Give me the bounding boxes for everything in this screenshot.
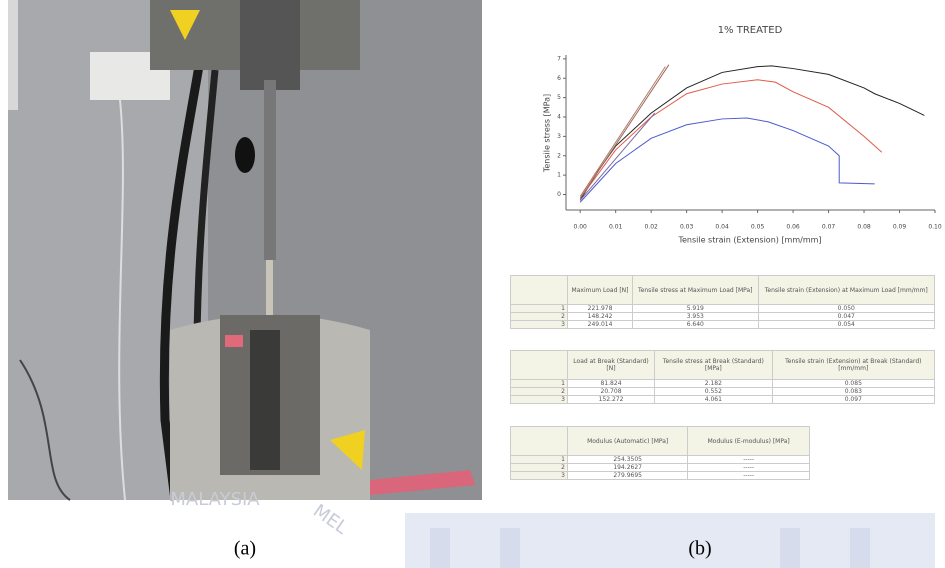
table-cell: Tensile strain (Extension) at Break (Sta… [772,351,934,380]
y-tick-label: 6 [557,75,561,82]
y-tick-label: 1 [557,172,561,179]
line [580,118,874,202]
table-cell: 0.085 [772,380,934,388]
table-cell: Modulus (E-modulus) [MPa] [688,427,810,456]
table-cell: 20.708 [568,388,655,396]
watermark: MALAYSIA [170,489,260,510]
table-cell: Maximum Load [N] [568,276,633,305]
table-cell: 279.9695 [568,472,688,480]
table-cell: 0.552 [655,388,773,396]
table-cell: ----- [688,464,810,472]
y-tick-label: 4 [557,114,561,121]
table-cell: 4.061 [655,396,773,404]
table-cell: 194.2627 [568,464,688,472]
data-table: Modulus (Automatic) [MPa]Modulus (E-modu… [510,426,810,480]
page: MALAYSIA MEL (a) (b) 1% TREATED Tensile … [0,0,945,568]
x-tick-label: 0.04 [715,224,729,231]
table-cell: 1 [511,305,568,313]
table-cell: ----- [688,472,810,480]
table-cell: 3.953 [633,313,758,321]
table-cell: 3 [511,396,568,404]
watermark: MEL [309,500,351,538]
table-cell: 1 [511,380,568,388]
table-cell: 2 [511,313,568,321]
x-tick-label: 0.06 [786,224,800,231]
chart-title: 1% TREATED [718,25,783,36]
table-cell: 81.824 [568,380,655,388]
caption: (b) [688,538,711,560]
y-tick-label: 2 [557,152,561,159]
table-cell: 221.978 [568,305,633,313]
line [580,65,669,199]
table-cell [511,276,568,305]
table-cell: 5.919 [633,305,758,313]
x-tick-label: 0.05 [751,224,765,231]
table-cell: Modulus (Automatic) [MPa] [568,427,688,456]
table-header: Load at Break (Standard) [N]Tensile stre… [511,351,935,380]
x-tick-label: 0.08 [857,224,871,231]
table-cell: 1 [511,456,568,464]
line [580,66,924,200]
data-table: Maximum Load [N]Tensile stress at Maximu… [510,275,935,329]
x-tick-label: 0.02 [644,224,658,231]
table-cell: 0.097 [772,396,934,404]
table-cell: 249.014 [568,321,633,329]
table-header: Maximum Load [N]Tensile stress at Maximu… [511,276,935,305]
x-tick-label: 0.07 [822,224,836,231]
table-cell: ----- [688,456,810,464]
y-tick-label: 7 [557,55,561,62]
table-cell: Load at Break (Standard) [N] [568,351,655,380]
table-cell: 2.182 [655,380,773,388]
x-tick-label: 0.09 [893,224,907,231]
x-tick-label: 0.00 [574,224,588,231]
table-cell: 6.640 [633,321,758,329]
caption: (a) [234,538,256,560]
y-tick-label: 3 [557,133,561,140]
table-cell: 2 [511,388,568,396]
line [580,67,665,197]
x-tick-label: 0.10 [928,224,942,231]
line [580,80,882,199]
table-cell: 3 [511,472,568,480]
line [580,113,655,200]
y-axis-label: Tensile stress [MPa] [543,94,552,173]
table-cell: 152.272 [568,396,655,404]
table-cell: 2 [511,464,568,472]
data-table: Load at Break (Standard) [N]Tensile stre… [510,350,935,404]
table-cell [511,351,568,380]
x-axis-label: Tensile strain (Extension) [mm/mm] [677,236,821,245]
table-cell: 0.047 [758,313,934,321]
table-cell: Tensile stress at Break (Standard) [MPa] [655,351,773,380]
table-cell: Tensile strain (Extension) at Maximum Lo… [758,276,934,305]
table-cell: 3 [511,321,568,329]
table-cell [511,427,568,456]
table-cell: 0.050 [758,305,934,313]
y-tick-label: 5 [557,94,561,101]
x-tick-label: 0.03 [680,224,694,231]
table-cell: Tensile stress at Maximum Load [MPa] [633,276,758,305]
table-cell: 254.3505 [568,456,688,464]
caption-band [405,513,935,568]
photo [8,0,482,500]
table-cell: 0.054 [758,321,934,329]
y-tick-label: 0 [557,191,561,198]
x-tick-label: 0.01 [609,224,623,231]
table-cell: 0.083 [772,388,934,396]
table-cell: 148.242 [568,313,633,321]
table-header: Modulus (Automatic) [MPa]Modulus (E-modu… [511,427,810,456]
